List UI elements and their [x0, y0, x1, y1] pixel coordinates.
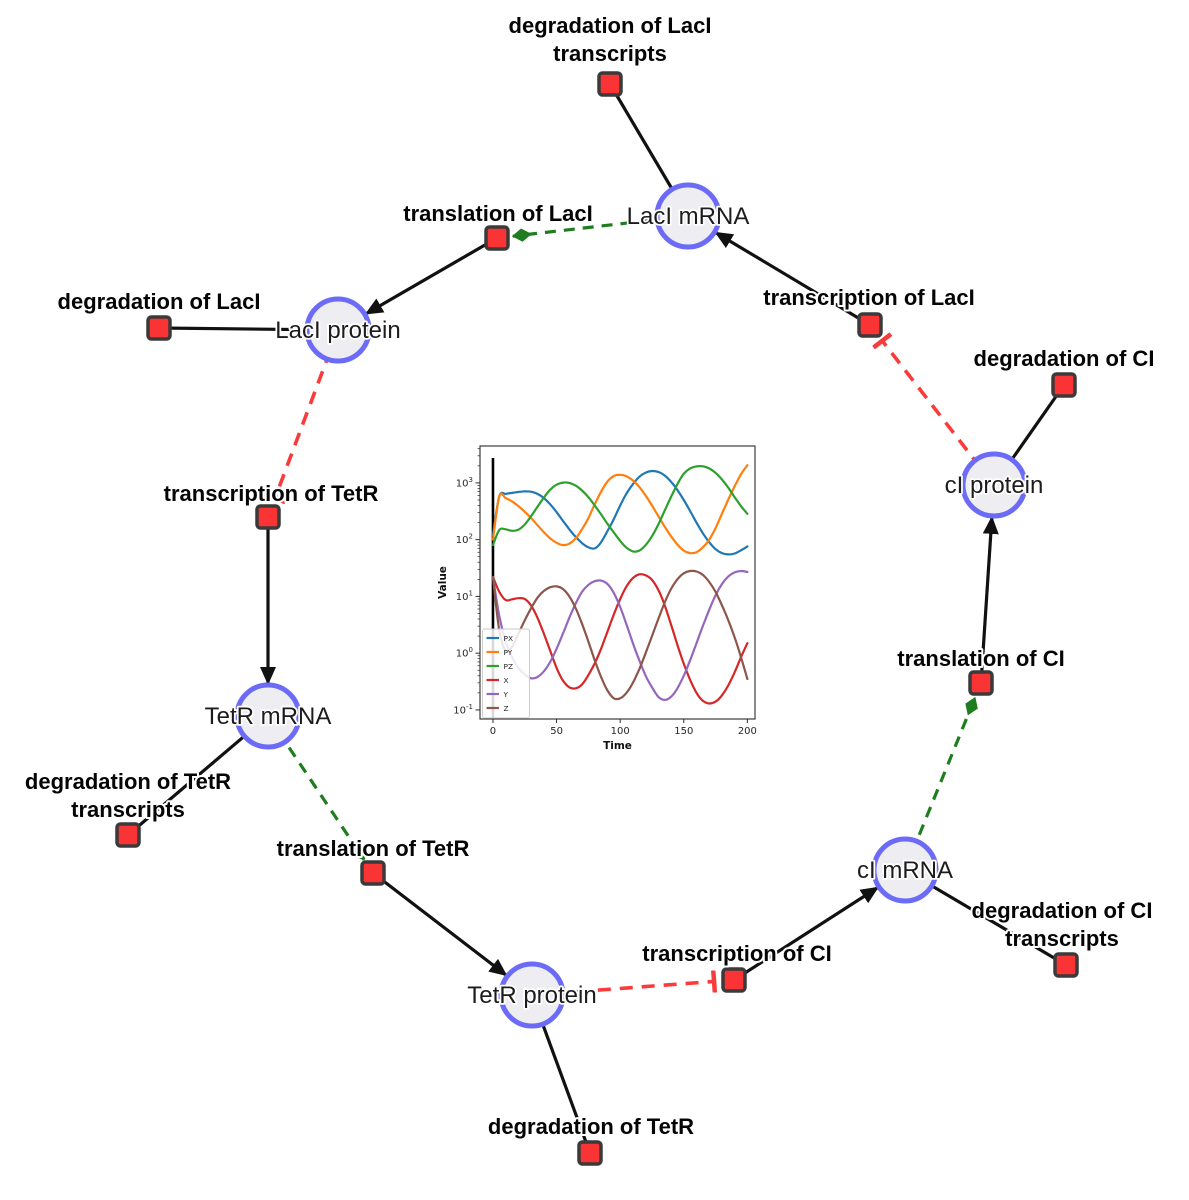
reaction-node-deg_lacI_tr [597, 71, 623, 97]
reaction-node-deg_tetR [577, 1140, 603, 1166]
edge-modifier-cI_mRNA-to-transl_cI [903, 696, 978, 871]
network-species-nodes [234, 182, 1028, 1029]
species-node-lacI_mRNA [654, 182, 722, 250]
reaction-node-deg_cI_tr [1053, 952, 1079, 978]
reaction-label-deg_lacI: degradation of LacI [58, 289, 261, 314]
species-label-lacI_mRNA: LacI mRNA [627, 203, 750, 230]
network-edges [126, 83, 1067, 1154]
chart-x-tick-label: 50 [550, 726, 563, 737]
species-node-cI_mRNA [871, 836, 939, 904]
chart-plot-border [479, 445, 756, 720]
chart-series-X [491, 573, 749, 705]
chart-series-PX [491, 469, 749, 556]
chart-x-tick-label: 150 [674, 726, 693, 737]
reaction-node-deg_cI [1051, 372, 1077, 398]
chart-x-tick-label: 100 [611, 726, 630, 737]
chart-xlabel: Time [603, 740, 632, 752]
reaction-node-deg_lacI [146, 315, 172, 341]
chart-axes: 0 50 100 150 200 10-1 100 101 102 103 Time Value [437, 445, 757, 752]
reaction-label-transl_lacI: translation of LacI [403, 201, 592, 226]
species-label-tetR_mRNA: TetR mRNA [205, 703, 332, 730]
chart-legend-label-X: X [504, 676, 509, 685]
chart-legend-label-PZ: PZ [504, 662, 514, 671]
chart-series-Z [491, 569, 749, 701]
chart-legend-label-PY: PY [504, 648, 513, 657]
reaction-node-transcr_cI [721, 967, 747, 993]
chart-y-tick-label: 10-1 [453, 703, 473, 717]
edge-production-transl_cI-to-cI_protein [979, 515, 999, 684]
chart-series-PY [491, 464, 749, 555]
species-label-lacI_protein: LacI protein [275, 317, 400, 344]
species-node-cI_protein [960, 451, 1028, 519]
chart-legend-label-Y: Y [503, 690, 509, 699]
reaction-label-transcr_tetR: transcription of TetR [164, 481, 379, 506]
chart-legend: PX PY PZ XYZ [482, 628, 530, 719]
edge-production-transl_tetR-to-tetR_protein [372, 871, 508, 977]
reaction-label-deg_lacI_tr: degradation of LacI transcripts [509, 13, 712, 66]
reaction-label-deg_tetR: degradation of TetR [488, 1114, 694, 1139]
species-label-cI_mRNA: cI mRNA [857, 857, 953, 884]
edge-production-transl_lacI-to-lacI_protein [364, 236, 498, 315]
reaction-node-transl_tetR [360, 860, 386, 886]
edge-production-transcr_cI-to-cI_mRNA [733, 886, 879, 982]
species-node-tetR_protein [498, 961, 566, 1029]
chart-y-tick-label: 103 [456, 476, 473, 490]
reaction-label-transl_tetR: translation of TetR [277, 836, 470, 861]
chart-series-PZ [491, 465, 749, 553]
reaction-label-transl_cI: translation of CI [897, 646, 1064, 671]
species-label-cI_protein: cI protein [945, 472, 1044, 499]
species-node-lacI_protein [304, 296, 372, 364]
chart-legend-label-Z: Z [504, 704, 509, 713]
chart-ylabel: Value [437, 566, 449, 599]
reaction-label-transcr_lacI: transcription of LacI [763, 285, 974, 310]
network-reaction-nodes [115, 71, 1079, 1166]
chart-x-tick-label: 200 [738, 726, 757, 737]
reaction-label-deg_tetR_tr: degradation of TetR transcripts [25, 769, 231, 822]
reaction-label-transcr_cI: transcription of CI [642, 941, 831, 966]
chart-y-tick-label: 102 [456, 533, 473, 547]
reaction-node-transcr_tetR [255, 504, 281, 530]
chart-legend-label-PX: PX [504, 634, 514, 643]
chart-series-Y [491, 569, 749, 701]
chart-y-tick-label: 101 [456, 589, 473, 603]
chart-y-tick-label: 100 [456, 646, 473, 660]
reaction-node-deg_tetR_tr [115, 822, 141, 848]
edge-production-transcr_lacI-to-lacI_mRNA [714, 231, 871, 327]
reaction-node-transl_cI [968, 670, 994, 696]
reaction-node-transcr_lacI [857, 312, 883, 338]
center-chart: 0 50 100 150 20010-1100101102103TimeValuePXP… [437, 445, 757, 752]
reaction-node-transl_lacI [484, 225, 510, 251]
chart-x-tick-label: 0 [490, 726, 496, 737]
species-label-tetR_protein: TetR protein [467, 982, 596, 1009]
network-labels: degradation of LacI transcripts translatio… [23, 11, 1157, 1141]
reaction-label-deg_cI: degradation of CI [974, 346, 1155, 371]
species-node-tetR_mRNA [234, 682, 302, 750]
reaction-label-deg_cI_tr: degradation of CI transcripts [972, 898, 1153, 951]
